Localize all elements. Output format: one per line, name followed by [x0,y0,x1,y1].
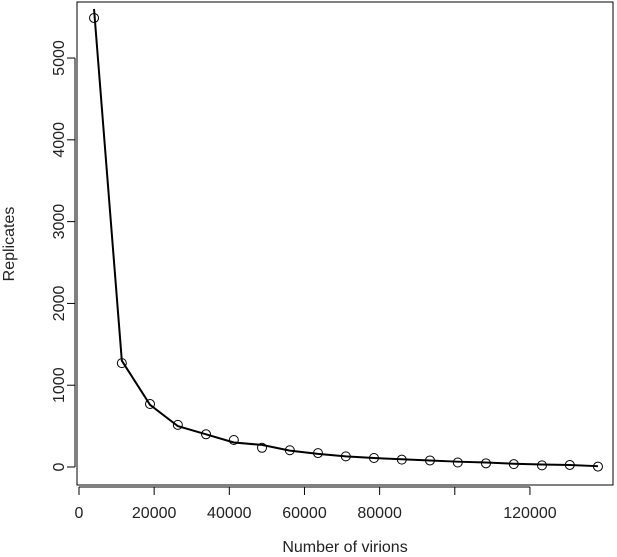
x-tick-label: 120000 [503,505,556,522]
y-tick-label: 1000 [51,367,68,403]
x-tick-label: 40000 [207,505,252,522]
y-tick-label: 4000 [51,122,68,158]
x-axis-title: Number of virions [282,539,407,556]
y-tick-label: 5000 [51,40,68,76]
y-axis-title: Replicates [1,207,18,282]
x-tick-label: 20000 [132,505,177,522]
fit-line [93,8,599,468]
plot-frame [76,1,614,486]
data-point [228,435,239,446]
x-tick-label: 80000 [357,505,402,522]
x-tick-label: 0 [75,505,84,522]
y-tick-label: 2000 [51,286,68,322]
x-tick-label: 60000 [282,505,327,522]
data-point [257,442,268,453]
y-tick-label: 3000 [51,204,68,240]
data-point [201,429,212,440]
data-point [172,419,183,430]
y-tick-label: 0 [51,462,68,471]
data-point [145,399,156,410]
